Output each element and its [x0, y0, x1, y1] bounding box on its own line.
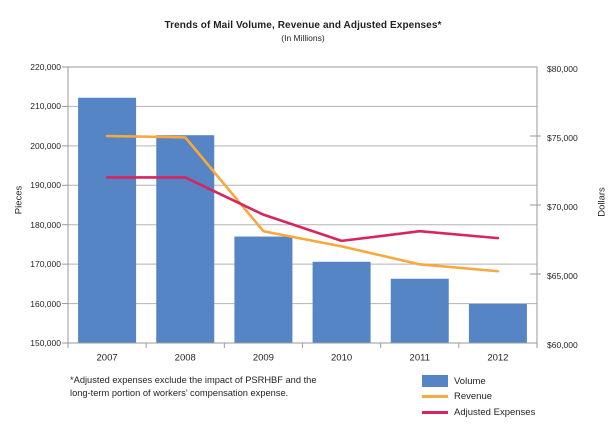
adjusted-expenses-line: [105, 176, 500, 243]
x-tick-label-2009: 2009: [252, 352, 274, 364]
legend-label-revenue: Revenue: [454, 391, 493, 402]
x-tick-label-2010: 2010: [331, 352, 353, 364]
x-tick-label-2007: 2007: [96, 352, 118, 364]
legend: Volume Revenue Adjusted Expenses: [422, 374, 535, 421]
revenue-line: [105, 134, 500, 273]
volume-bar-2010: [312, 261, 371, 343]
left-tick-label: 210,000: [30, 101, 61, 112]
chart-title: Trends of Mail Volume, Revenue and Adjus…: [164, 20, 442, 31]
footnote-line-2: long-term portion of workers’ compensati…: [70, 387, 289, 398]
footnote: *Adjusted expenses exclude the impact of…: [70, 374, 317, 399]
right-tick-label: $60,000: [547, 340, 578, 350]
left-tick-label: 160,000: [30, 298, 61, 309]
volume-bar-2011: [390, 278, 449, 343]
x-tick-label-2012: 2012: [487, 352, 509, 364]
volume-bar-swatch-icon: [422, 375, 448, 387]
right-tick-label: $80,000: [547, 64, 578, 74]
revenue-line-swatch-icon: [422, 395, 448, 398]
right-tick-label: $75,000: [547, 133, 578, 143]
x-tick-label-2008: 2008: [174, 352, 196, 364]
left-tick-label: 150,000: [30, 338, 61, 348]
footnote-line-1: *Adjusted expenses exclude the impact of…: [70, 375, 317, 385]
left-tick-label: 170,000: [30, 259, 61, 270]
x-tick-label-2011: 2011: [409, 352, 430, 364]
volume-bar-2008: [156, 135, 215, 343]
right-tick-label: $65,000: [547, 271, 578, 281]
legend-label-adjusted-expenses: Adjusted Expenses: [454, 407, 536, 418]
right-tick-label: $70,000: [547, 202, 578, 212]
plot-border: [67, 66, 538, 344]
legend-item-volume: Volume: [422, 374, 535, 388]
volume-bar-2007: [78, 97, 137, 343]
volume-bar-2009: [234, 236, 293, 343]
left-tick-label: 180,000: [30, 219, 61, 230]
legend-item-revenue: Revenue: [422, 389, 535, 404]
chart-subtitle: (In Millions): [281, 33, 325, 43]
left-tick-label: 220,000: [30, 62, 61, 72]
volume-bar-2012: [468, 303, 527, 343]
left-tick-label: 190,000: [30, 180, 61, 191]
legend-item-adjusted-expenses: Adjusted Expenses: [422, 405, 535, 420]
left-tick-label: 200,000: [30, 140, 61, 151]
legend-label-volume: Volume: [454, 375, 486, 387]
adjusted-expenses-line-swatch-icon: [422, 411, 448, 414]
